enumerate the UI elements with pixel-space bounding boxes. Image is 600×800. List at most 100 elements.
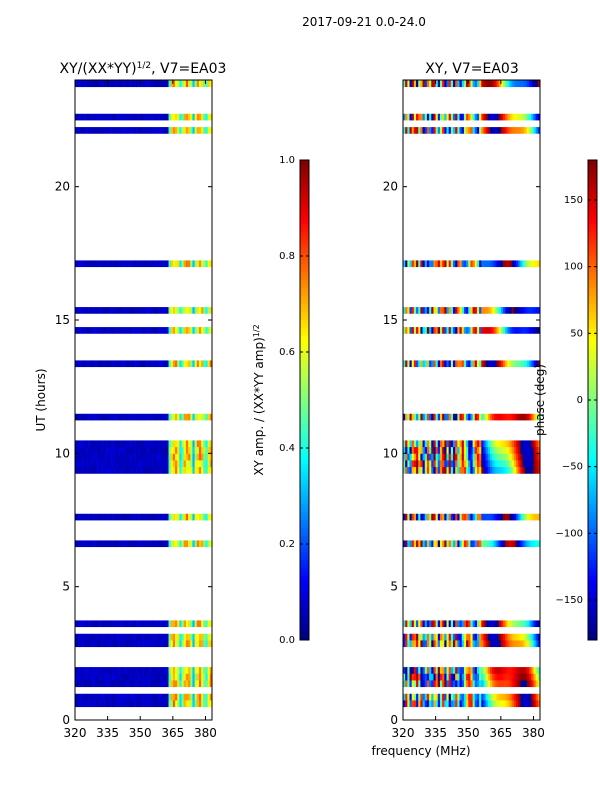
- heatmap-cell: [185, 526, 189, 534]
- heatmap-cell: [153, 580, 156, 588]
- heatmap-cell: [120, 600, 124, 608]
- heatmap-cell: [105, 480, 109, 488]
- heatmap-cell: [205, 400, 209, 408]
- heatmap-cell: [146, 446, 150, 454]
- heatmap-cell: [98, 393, 102, 401]
- heatmap-cell: [183, 480, 187, 488]
- heatmap-cell: [198, 713, 202, 721]
- heatmap-cell: [103, 500, 106, 508]
- heatmap-cell: [146, 606, 150, 614]
- heatmap-cell: [135, 533, 139, 541]
- heatmap-cell: [133, 566, 137, 574]
- heatmap-cell: [81, 420, 85, 428]
- heatmap-cell: [142, 480, 145, 488]
- heatmap-cell: [205, 633, 209, 641]
- heatmap-cell: [85, 646, 89, 654]
- heatmap-cell: [142, 626, 145, 634]
- heatmap-cell: [111, 493, 115, 501]
- heatmap-cell: [148, 693, 152, 701]
- heatmap-cell: [77, 446, 80, 454]
- heatmap-cell: [166, 553, 169, 561]
- heatmap-cell: [138, 513, 141, 521]
- heatmap-cell: [153, 480, 156, 488]
- heatmap-cell: [194, 446, 198, 454]
- heatmap-cell: [111, 693, 115, 701]
- heatmap-cell: [153, 460, 156, 468]
- heatmap-cell: [151, 446, 154, 454]
- heatmap-cell: [140, 613, 143, 621]
- heatmap-cell: [83, 706, 87, 714]
- heatmap-cell: [179, 546, 182, 554]
- heatmap-cell: [164, 513, 167, 521]
- heatmap-cell: [164, 506, 167, 514]
- heatmap-cell: [133, 626, 137, 634]
- heatmap-cell: [177, 586, 180, 594]
- heatmap-cell: [188, 566, 191, 574]
- heatmap-cell: [175, 413, 178, 421]
- heatmap-cell: [164, 586, 167, 594]
- heatmap-cell: [144, 646, 148, 654]
- heatmap-cell: [81, 666, 85, 674]
- heatmap-cell: [198, 640, 202, 648]
- heatmap-cell: [107, 373, 111, 381]
- heatmap-cell: [142, 580, 145, 588]
- heatmap-cell: [92, 560, 95, 568]
- heatmap-cell: [198, 433, 202, 441]
- heatmap-cell: [81, 466, 85, 474]
- heatmap-cell: [209, 620, 213, 628]
- heatmap-cell: [75, 666, 78, 674]
- heatmap-cell: [81, 613, 85, 621]
- heatmap-cell: [144, 380, 148, 388]
- heatmap-cell: [92, 446, 95, 454]
- heatmap-cell: [194, 706, 198, 714]
- heatmap-cell: [148, 640, 152, 648]
- heatmap-cell: [75, 586, 78, 594]
- heatmap-cell: [92, 566, 95, 574]
- heatmap-cell: [125, 606, 128, 614]
- heatmap-cell: [125, 666, 128, 674]
- heatmap-cell: [116, 526, 119, 534]
- heatmap-cell: [183, 526, 187, 534]
- heatmap-cell: [120, 646, 124, 654]
- heatmap-cell: [127, 660, 130, 668]
- heatmap-cell: [92, 466, 95, 474]
- heatmap-cell: [146, 506, 150, 514]
- heatmap-cell: [190, 586, 193, 594]
- heatmap-cell: [172, 546, 176, 554]
- heatmap-cell: [116, 460, 119, 468]
- heatmap-cell: [151, 480, 154, 488]
- heatmap-cell: [181, 400, 185, 408]
- heatmap-cell: [127, 653, 130, 661]
- heatmap-cell: [138, 626, 141, 634]
- heatmap-cell: [190, 460, 193, 468]
- heatmap-cell: [92, 493, 95, 501]
- heatmap-cell: [203, 533, 206, 541]
- heatmap-cell: [114, 446, 117, 454]
- heatmap-cell: [151, 680, 154, 688]
- heatmap-cell: [175, 446, 178, 454]
- heatmap-cell: [192, 506, 195, 514]
- heatmap-cell: [101, 560, 104, 568]
- heatmap-cell: [207, 380, 211, 388]
- heatmap-cell: [146, 526, 150, 534]
- heatmap-cell: [198, 473, 202, 481]
- heatmap-cell: [125, 700, 128, 708]
- heatmap-cell: [122, 520, 126, 528]
- heatmap-cell: [175, 693, 178, 701]
- heatmap-cell: [205, 513, 209, 521]
- heatmap-cell: [111, 653, 115, 661]
- heatmap-cell: [151, 453, 154, 461]
- heatmap-cell: [96, 613, 100, 621]
- heatmap-cell: [196, 713, 200, 721]
- heatmap-cell: [129, 600, 132, 608]
- heatmap-cell: [88, 473, 91, 481]
- heatmap-cell: [101, 500, 104, 508]
- heatmap-cell: [201, 646, 204, 654]
- heatmap-cell: [109, 546, 113, 554]
- heatmap-cell: [155, 573, 159, 581]
- heatmap-cell: [103, 480, 106, 488]
- heatmap-cell: [131, 706, 135, 714]
- heatmap-cell: [129, 626, 132, 634]
- heatmap-cell: [192, 480, 195, 488]
- heatmap-cell: [77, 593, 80, 601]
